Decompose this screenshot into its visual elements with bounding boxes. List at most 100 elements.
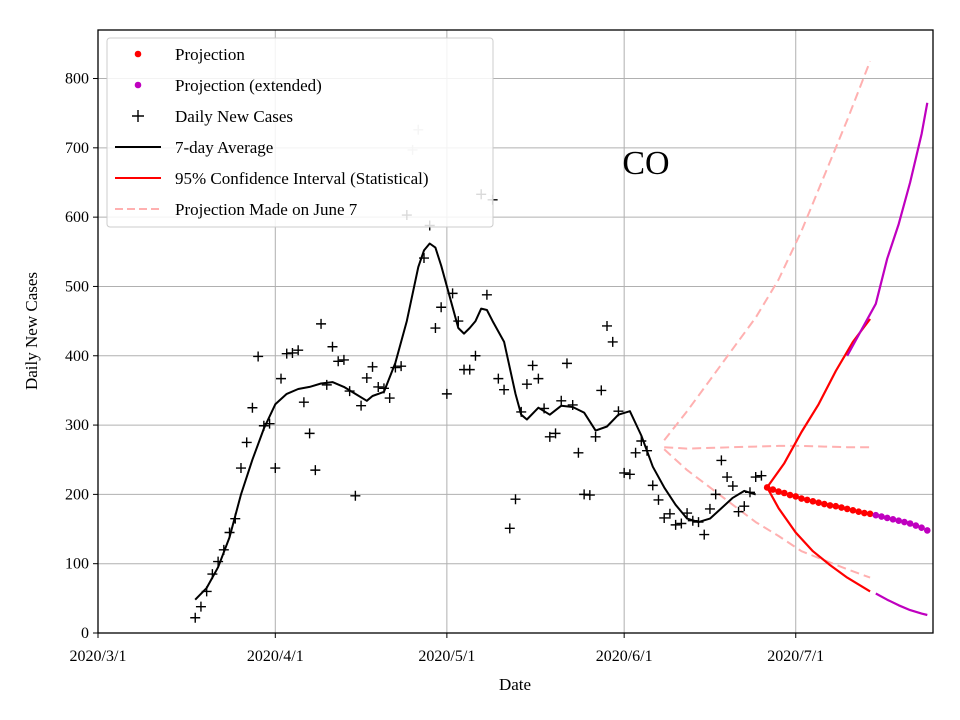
legend-marker [134, 50, 142, 58]
daily-case-marker [596, 385, 607, 396]
y-tick-label: 400 [65, 348, 89, 365]
y-tick-label: 600 [65, 209, 89, 226]
daily-case-marker [333, 356, 344, 367]
y-tick-label: 200 [65, 486, 89, 503]
daily-case-marker [378, 383, 389, 394]
projection-point [781, 489, 788, 497]
daily-case-marker [567, 399, 578, 410]
daily-case-marker [704, 503, 715, 514]
daily-case-marker [190, 612, 201, 623]
daily-case-marker [344, 386, 355, 397]
projection-point [878, 513, 885, 520]
ticks: 2020/3/1 2020/4/1 2020/5/1 2020/6/1 2020/7/1… [65, 71, 824, 665]
daily-case-marker [613, 406, 624, 417]
daily-case-marker [327, 341, 338, 352]
daily-case-marker [733, 506, 744, 517]
series-line [766, 486, 871, 593]
daily-case-marker [195, 601, 206, 612]
daily-case-marker [716, 455, 727, 466]
daily-case-marker [619, 467, 630, 478]
projection-point [849, 507, 857, 514]
daily-case-marker [224, 527, 235, 538]
daily-case-marker [561, 358, 572, 369]
legend-box [106, 37, 494, 228]
daily-case-marker [396, 361, 407, 372]
daily-case-marker [504, 523, 515, 534]
legend-label: Daily New Cases [175, 107, 293, 126]
projection-point [809, 498, 817, 505]
daily-case-marker [636, 436, 647, 447]
daily-case-marker [293, 345, 304, 356]
daily-case-marker [533, 373, 544, 384]
daily-case-marker [218, 544, 229, 555]
daily-case-marker [659, 512, 670, 523]
y-tick-label: 100 [65, 556, 89, 573]
daily-case-marker [664, 508, 675, 519]
projection-point [838, 504, 845, 511]
daily-case-marker [516, 406, 527, 417]
daily-case-marker [499, 384, 510, 395]
projection-point [866, 510, 874, 518]
daily-case-marker [750, 472, 761, 483]
daily-case-marker [510, 494, 521, 505]
x-tick-label: 2020/7/1 [767, 648, 824, 665]
projection-point [923, 527, 931, 534]
daily-case-marker [521, 379, 532, 390]
projection-point [901, 518, 908, 526]
daily-case-marker [235, 463, 246, 474]
daily-case-marker [436, 302, 447, 313]
x-axis-label: Date [499, 675, 531, 694]
projection-point [815, 499, 822, 506]
daily-case-marker [276, 373, 287, 384]
daily-case-marker [418, 253, 429, 264]
daily-case-marker [390, 362, 401, 373]
legend-marker [132, 110, 144, 122]
daily-case-marker [441, 388, 452, 399]
projection-point [821, 500, 828, 508]
daily-case-marker [544, 431, 555, 442]
daily-case-marker [287, 347, 298, 358]
daily-case-marker [647, 480, 658, 491]
daily-case-marker [367, 361, 378, 372]
daily-case-marker [304, 428, 315, 439]
series-line [766, 318, 871, 489]
y-tick-label: 0 [81, 625, 89, 642]
daily-case-marker [430, 323, 441, 334]
daily-case-marker [584, 490, 595, 501]
x-tick-label: 2020/5/1 [418, 648, 475, 665]
daily-case-marker [321, 379, 332, 390]
daily-case-marker [539, 403, 550, 414]
x-tick-label: 2020/3/1 [70, 648, 127, 665]
daily-case-marker [687, 515, 698, 526]
projection-point [889, 516, 897, 523]
daily-case-marker [527, 360, 538, 371]
daily-case-marker [298, 397, 309, 408]
series-line [846, 102, 929, 357]
daily-case-marker [447, 288, 458, 299]
daily-case-marker [361, 372, 372, 383]
daily-case-marker [550, 428, 561, 439]
plot-frame [97, 29, 934, 634]
projection-point [769, 486, 777, 493]
projection-point [803, 496, 811, 504]
series-line [875, 592, 928, 617]
legend-label: Projection (extended) [175, 76, 322, 95]
daily-case-marker [722, 472, 733, 483]
daily-case-marker [642, 445, 653, 456]
daily-case-marker [316, 318, 327, 329]
daily-case-marker [270, 463, 281, 474]
projection-point [861, 509, 868, 517]
projection-point [912, 522, 920, 529]
daily-case-marker [350, 490, 361, 501]
projection-point [883, 514, 891, 522]
projection-point [855, 508, 862, 516]
x-tick-label: 2020/6/1 [596, 648, 653, 665]
legend-label: Projection [175, 45, 245, 64]
daily-case-marker [573, 447, 584, 458]
daily-case-marker [727, 481, 738, 492]
daily-case-marker [464, 364, 475, 375]
legend: Projection Projection (extended) Daily New… [106, 37, 494, 228]
projection-point [763, 484, 771, 491]
y-tick-label: 300 [65, 417, 89, 434]
